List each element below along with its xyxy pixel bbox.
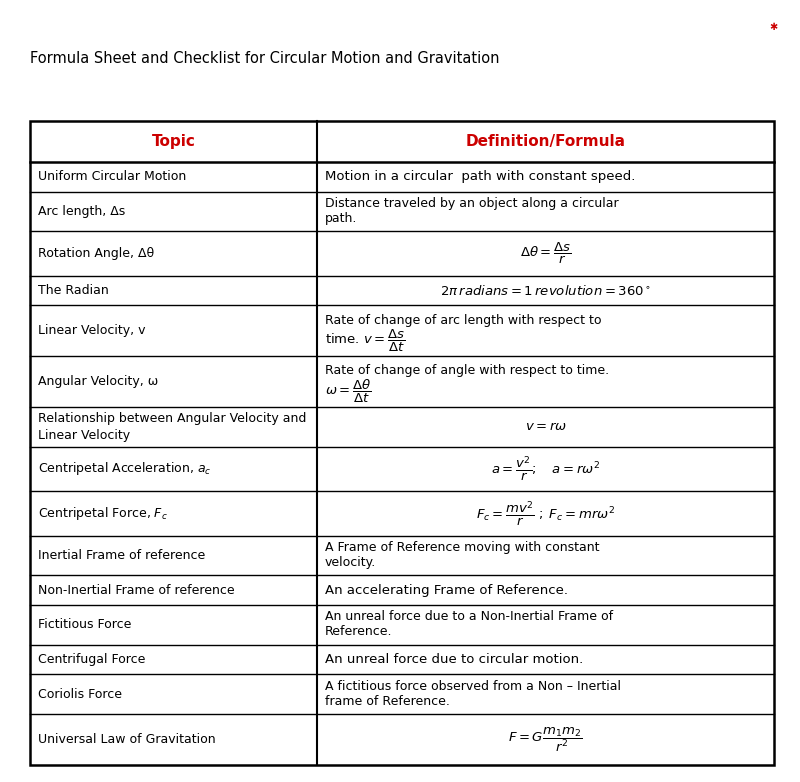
- Text: Motion in a circular  path with constant speed.: Motion in a circular path with constant …: [325, 170, 635, 183]
- Text: Distance traveled by an object along a circular: Distance traveled by an object along a c…: [325, 197, 618, 210]
- Text: $2\pi\,\mathit{radians} = 1\,\mathit{revolution} = 360^\circ$: $2\pi\,\mathit{radians} = 1\,\mathit{rev…: [440, 284, 651, 297]
- Text: Centripetal Acceleration, $a_c$: Centripetal Acceleration, $a_c$: [38, 461, 212, 478]
- Text: Centripetal Force, $F_c$: Centripetal Force, $F_c$: [38, 505, 168, 522]
- Text: $F_c = \dfrac{mv^2}{r}\; ;\; F_c = mr\omega^2$: $F_c = \dfrac{mv^2}{r}\; ;\; F_c = mr\om…: [476, 499, 615, 528]
- Text: Rotation Angle, Δθ: Rotation Angle, Δθ: [38, 247, 154, 260]
- Text: Non-Inertial Frame of reference: Non-Inertial Frame of reference: [38, 583, 235, 597]
- Text: Fictitious Force: Fictitious Force: [38, 619, 132, 631]
- Text: An unreal force due to a Non-Inertial Frame of: An unreal force due to a Non-Inertial Fr…: [325, 611, 613, 623]
- Text: A fictitious force observed from a Non – Inertial: A fictitious force observed from a Non –…: [325, 680, 621, 693]
- Text: Universal Law of Gravitation: Universal Law of Gravitation: [38, 733, 216, 746]
- Text: Rate of change of angle with respect to time.: Rate of change of angle with respect to …: [325, 364, 609, 377]
- Text: frame of Reference.: frame of Reference.: [325, 694, 450, 708]
- Text: An unreal force due to circular motion.: An unreal force due to circular motion.: [325, 653, 583, 666]
- Text: $\omega = \dfrac{\Delta\theta}{\Delta t}$: $\omega = \dfrac{\Delta\theta}{\Delta t}…: [325, 378, 371, 405]
- Text: Relationship between Angular Velocity and
Linear Velocity: Relationship between Angular Velocity an…: [38, 412, 306, 442]
- Text: Coriolis Force: Coriolis Force: [38, 687, 122, 701]
- Text: Rate of change of arc length with respect to: Rate of change of arc length with respec…: [325, 314, 602, 327]
- Text: A Frame of Reference moving with constant: A Frame of Reference moving with constan…: [325, 541, 599, 554]
- Text: $\Delta\theta = \dfrac{\Delta s}{r}$: $\Delta\theta = \dfrac{\Delta s}{r}$: [520, 241, 571, 266]
- Text: velocity.: velocity.: [325, 556, 376, 569]
- Text: Topic: Topic: [152, 134, 195, 149]
- Text: Definition/Formula: Definition/Formula: [466, 134, 626, 149]
- Text: $v = r\omega$: $v = r\omega$: [525, 421, 566, 433]
- Text: ✱: ✱: [770, 22, 778, 32]
- Text: Arc length, Δs: Arc length, Δs: [38, 205, 126, 218]
- Text: Uniform Circular Motion: Uniform Circular Motion: [38, 170, 186, 183]
- Text: Reference.: Reference.: [325, 626, 392, 638]
- Bar: [30, 121, 774, 765]
- Text: Inertial Frame of reference: Inertial Frame of reference: [38, 549, 206, 562]
- Text: Angular Velocity, ω: Angular Velocity, ω: [38, 375, 158, 388]
- Text: An accelerating Frame of Reference.: An accelerating Frame of Reference.: [325, 583, 568, 597]
- Text: The Radian: The Radian: [38, 284, 109, 297]
- Text: path.: path.: [325, 212, 358, 225]
- Text: Formula Sheet and Checklist for Circular Motion and Gravitation: Formula Sheet and Checklist for Circular…: [30, 51, 500, 66]
- Text: $F = G\dfrac{m_1 m_2}{r^2}$: $F = G\dfrac{m_1 m_2}{r^2}$: [508, 725, 583, 754]
- Text: Centrifugal Force: Centrifugal Force: [38, 653, 146, 666]
- Text: $a = \dfrac{v^2}{r};\quad a = r\omega^2$: $a = \dfrac{v^2}{r};\quad a = r\omega^2$: [491, 454, 600, 483]
- Text: Linear Velocity, v: Linear Velocity, v: [38, 325, 146, 337]
- Text: time. $v = \dfrac{\Delta s}{\Delta t}$: time. $v = \dfrac{\Delta s}{\Delta t}$: [325, 328, 406, 354]
